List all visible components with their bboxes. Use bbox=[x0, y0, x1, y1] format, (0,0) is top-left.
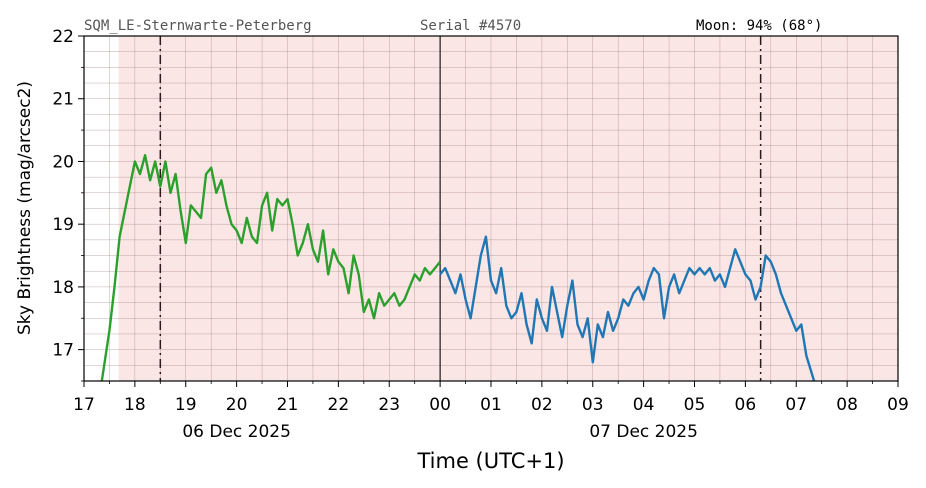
y-tick-label: 19 bbox=[52, 215, 74, 235]
y-tick-label: 17 bbox=[52, 341, 74, 361]
x-tick-label: 23 bbox=[378, 395, 400, 415]
x-tick-label: 02 bbox=[531, 395, 553, 415]
y-tick-label: 22 bbox=[52, 27, 74, 47]
x-tick-labels: 17 18 19 20 21 22 23 00 01 02 03 04 05 06 07 08 09 bbox=[73, 395, 909, 415]
x-tick-label: 22 bbox=[328, 395, 350, 415]
y-tick-label: 18 bbox=[52, 278, 74, 298]
x-tick-label: 05 bbox=[684, 395, 706, 415]
series-line-1 bbox=[100, 153, 442, 381]
series-layer bbox=[100, 153, 816, 381]
x-tick-label: 07 bbox=[785, 395, 807, 415]
date-label: 07 Dec 2025 bbox=[589, 422, 698, 442]
x-tick-label: 19 bbox=[175, 395, 197, 415]
x-tick-label: 18 bbox=[124, 395, 146, 415]
axis-ticks bbox=[78, 35, 899, 387]
x-axis-label: Time (UTC+1) bbox=[416, 449, 564, 473]
date-label: 06 Dec 2025 bbox=[182, 422, 291, 442]
reference-lines bbox=[159, 36, 762, 381]
x-tick-label: 17 bbox=[73, 395, 95, 415]
x-tick-label: 00 bbox=[429, 395, 451, 415]
x-tick-label: 09 bbox=[887, 395, 909, 415]
x-tick-label: 04 bbox=[633, 395, 655, 415]
y-tick-label: 21 bbox=[52, 90, 74, 110]
moon-info: Moon: 94% (68°) bbox=[696, 18, 822, 34]
x-tick-label: 21 bbox=[277, 395, 299, 415]
x-tick-label: 01 bbox=[480, 395, 502, 415]
date-labels: 06 Dec 2025 07 Dec 2025 bbox=[182, 422, 698, 442]
y-tick-labels: 17 18 19 20 21 22 bbox=[52, 27, 74, 361]
x-tick-label: 03 bbox=[582, 395, 604, 415]
y-tick-label: 20 bbox=[52, 152, 74, 172]
x-tick-label: 08 bbox=[836, 395, 858, 415]
station-name: SQM_LE-Sternwarte-Peterberg bbox=[84, 18, 312, 34]
y-axis-label: Sky Brightness (mag/arcsec2) bbox=[15, 81, 35, 335]
x-tick-label: 06 bbox=[735, 395, 757, 415]
series-line-2 bbox=[439, 235, 816, 381]
serial-number: Serial #4570 bbox=[420, 18, 521, 34]
x-tick-label: 20 bbox=[226, 395, 248, 415]
